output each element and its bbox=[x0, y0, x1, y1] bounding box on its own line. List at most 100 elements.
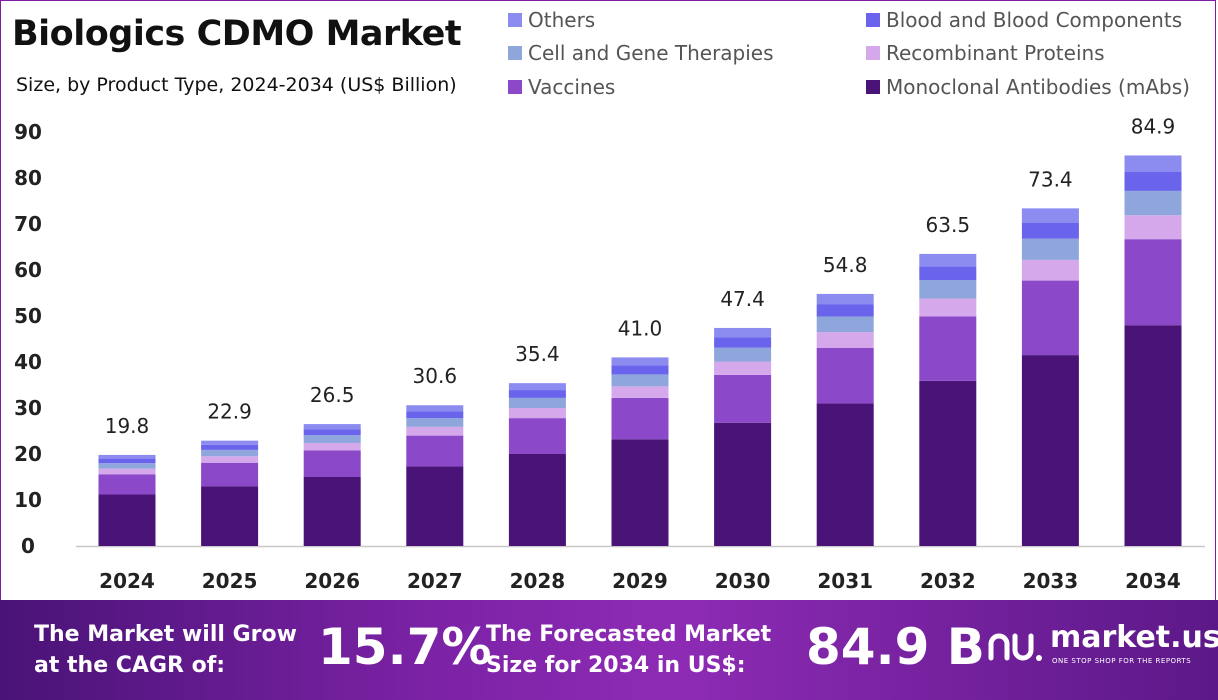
bar-segment bbox=[919, 253, 977, 267]
legend-swatch-cell-gene bbox=[508, 46, 522, 60]
bar-segment bbox=[919, 316, 977, 381]
bar-segment bbox=[508, 383, 566, 391]
bar-segment bbox=[1021, 259, 1079, 281]
x-tick-label: 2031 bbox=[817, 569, 873, 593]
bar-segment bbox=[919, 298, 977, 317]
y-tick-label: 70 bbox=[14, 212, 42, 236]
x-tick-label: 2025 bbox=[202, 569, 258, 593]
forecast-value: 84.9 B bbox=[806, 618, 985, 676]
bar-segment bbox=[201, 456, 259, 463]
x-tick-label: 2029 bbox=[612, 569, 668, 593]
bar-segment bbox=[1021, 208, 1079, 223]
bar-segment bbox=[406, 426, 464, 436]
bar-segment bbox=[201, 440, 259, 445]
legend-item-cell-gene: Cell and Gene Therapies bbox=[508, 41, 774, 65]
bar-segment bbox=[201, 486, 259, 546]
bar-segment bbox=[406, 435, 464, 467]
bar-segment bbox=[98, 463, 156, 469]
cagr-label-line1: The Market will Grow bbox=[34, 622, 297, 647]
bar-total-label: 84.9 bbox=[1131, 114, 1176, 138]
bar-segment bbox=[714, 347, 772, 362]
legend-item-vaccines: Vaccines bbox=[508, 75, 615, 99]
chart-subtitle: Size, by Product Type, 2024-2034 (US$ Bi… bbox=[16, 74, 457, 96]
y-tick-label: 30 bbox=[14, 396, 42, 420]
legend-swatch-others bbox=[508, 13, 522, 27]
legend-item-recombinant: Recombinant Proteins bbox=[866, 41, 1105, 65]
x-tick-label: 2032 bbox=[920, 569, 976, 593]
legend-item-mabs: Monoclonal Antibodies (mAbs) bbox=[866, 75, 1190, 99]
x-tick-label: 2027 bbox=[407, 569, 463, 593]
bar-segment bbox=[611, 439, 669, 546]
bar-segment bbox=[303, 429, 361, 436]
bar-segment bbox=[1124, 239, 1182, 326]
bar-segment bbox=[611, 397, 669, 440]
bar-segment bbox=[98, 468, 156, 475]
bar-segment bbox=[303, 435, 361, 443]
legend-item-others: Others bbox=[508, 8, 595, 32]
legend-swatch-blood bbox=[866, 13, 880, 27]
bar-segment bbox=[201, 462, 259, 487]
y-tick-label: 50 bbox=[14, 304, 42, 328]
bar-total-label: 47.4 bbox=[720, 287, 765, 311]
bar-segment bbox=[816, 316, 874, 333]
x-tick-label: 2033 bbox=[1023, 569, 1079, 593]
legend-label-mabs: Monoclonal Antibodies (mAbs) bbox=[886, 75, 1190, 99]
bar-segment bbox=[1124, 172, 1182, 191]
bar-segment bbox=[303, 477, 361, 546]
bar-segment bbox=[919, 280, 977, 299]
bar-segment bbox=[303, 424, 361, 430]
forecast-label-line2: Size for 2034 in US$: bbox=[486, 653, 746, 678]
bar-total-label: 22.9 bbox=[207, 400, 252, 424]
legend-label-others: Others bbox=[528, 8, 596, 32]
bar-total-label: 73.4 bbox=[1028, 167, 1073, 191]
bar-segment bbox=[406, 411, 464, 419]
bar-segment bbox=[98, 458, 156, 464]
bar-segment bbox=[508, 390, 566, 398]
y-tick-label: 20 bbox=[14, 442, 42, 466]
bar-segment bbox=[1021, 222, 1079, 239]
x-tick-label: 2030 bbox=[715, 569, 771, 593]
bar-total-label: 41.0 bbox=[618, 316, 663, 340]
bar-segment bbox=[611, 386, 669, 398]
bar-segment bbox=[611, 365, 669, 375]
y-tick-label: 90 bbox=[14, 120, 42, 144]
market-us-logo-icon bbox=[988, 633, 1042, 661]
legend-swatch-vaccines bbox=[508, 80, 522, 94]
x-tick-label: 2024 bbox=[99, 569, 155, 593]
bar-segment bbox=[303, 442, 361, 451]
bar-total-label: 54.8 bbox=[823, 253, 868, 277]
bar-total-label: 19.8 bbox=[105, 414, 150, 438]
legend-label-cell-gene: Cell and Gene Therapies bbox=[528, 41, 774, 65]
bar-segment bbox=[919, 266, 977, 281]
bar-segment bbox=[816, 293, 874, 305]
x-tick-label: 2034 bbox=[1125, 569, 1181, 593]
bar-segment bbox=[714, 374, 772, 423]
bar-segment bbox=[1124, 325, 1182, 546]
bar-segment bbox=[714, 361, 772, 375]
bar-segment bbox=[816, 304, 874, 317]
bar-segment bbox=[406, 405, 464, 412]
bar-segment bbox=[611, 357, 669, 366]
bar-segment bbox=[816, 332, 874, 348]
y-tick-label: 40 bbox=[14, 350, 42, 374]
bar-segment bbox=[201, 444, 259, 450]
x-tick-label: 2028 bbox=[510, 569, 566, 593]
bar-segment bbox=[816, 403, 874, 546]
bar-segment bbox=[201, 449, 259, 457]
bar-segment bbox=[714, 422, 772, 546]
brand-name: market.us bbox=[1050, 620, 1218, 655]
bar-segment bbox=[1124, 215, 1182, 240]
bar-segment bbox=[406, 418, 464, 427]
y-tick-label: 0 bbox=[21, 534, 35, 558]
bar-segment bbox=[98, 474, 156, 495]
bar-segment bbox=[303, 450, 361, 477]
legend-label-recombinant: Recombinant Proteins bbox=[886, 41, 1105, 65]
bar-segment bbox=[714, 327, 772, 338]
bar-segment bbox=[508, 418, 566, 454]
x-tick-label: 2026 bbox=[304, 569, 360, 593]
bar-segment bbox=[508, 454, 566, 546]
bar-segment bbox=[1021, 238, 1079, 260]
bar-segment bbox=[816, 347, 874, 404]
stacked-bar-chart: 010203040506070809019.8202422.9202526.52… bbox=[14, 114, 1205, 593]
y-tick-label: 60 bbox=[14, 258, 42, 282]
